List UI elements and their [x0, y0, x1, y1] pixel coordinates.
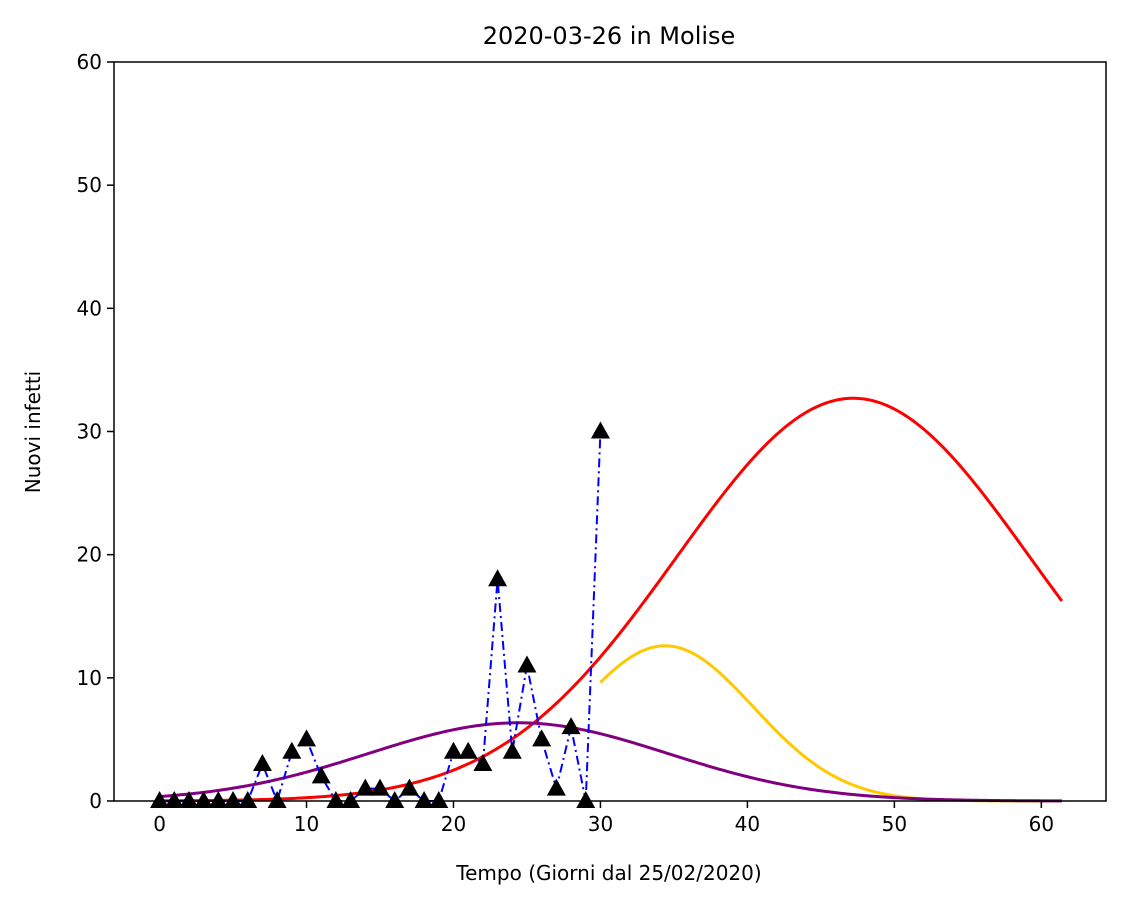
x-tick-label: 10 — [294, 812, 319, 836]
y-axis-label: Nuovi infetti — [21, 371, 45, 493]
x-tick-label: 50 — [882, 812, 907, 836]
observed-point — [326, 791, 346, 808]
observed-point — [532, 729, 552, 747]
observed-point — [355, 778, 375, 796]
observed-point — [414, 791, 434, 808]
observed-point — [502, 741, 522, 759]
observed-point — [311, 766, 331, 784]
observed-point — [590, 421, 610, 439]
observed-point — [282, 741, 302, 759]
observed-point — [208, 791, 228, 808]
observed-point — [517, 655, 537, 673]
observed-point — [443, 741, 463, 759]
x-axis: 0 10 20 30 40 50 60 — [153, 801, 1054, 836]
chart-title: 2020-03-26 in Molise — [483, 22, 736, 50]
observed-point — [238, 791, 258, 808]
x-tick-label: 30 — [588, 812, 613, 836]
plot-frame — [113, 61, 1107, 802]
y-tick-label: 20 — [77, 543, 102, 567]
observed-point — [164, 791, 184, 808]
y-tick-label: 30 — [77, 420, 102, 444]
x-tick-label: 0 — [153, 812, 166, 836]
observed-point — [370, 778, 390, 796]
observed-point — [561, 717, 581, 735]
model-curves — [159, 396, 1064, 803]
model-curve-3 — [159, 721, 1062, 803]
observed-point — [429, 791, 449, 808]
observed-point — [267, 791, 287, 808]
observed-point — [576, 791, 596, 808]
y-tick-label: 10 — [77, 666, 102, 690]
observed-point — [223, 791, 243, 808]
observed-point — [297, 729, 317, 747]
y-tick-label: 60 — [77, 50, 102, 74]
observed-point — [546, 778, 566, 796]
observed-point — [194, 791, 214, 808]
observed-point — [252, 754, 272, 772]
x-tick-label: 20 — [441, 812, 466, 836]
observed-series — [150, 421, 610, 808]
observed-point — [341, 791, 361, 808]
observed-point — [458, 741, 478, 759]
observed-point — [488, 569, 508, 587]
x-tick-label: 60 — [1029, 812, 1054, 836]
y-tick-label: 50 — [77, 173, 102, 197]
y-tick-label: 0 — [89, 789, 102, 813]
model-curve-1 — [159, 396, 1064, 803]
observed-point — [179, 791, 199, 808]
observed-point — [399, 778, 419, 796]
model-curve-2 — [599, 644, 1062, 803]
observed-point — [150, 791, 170, 808]
observed-point — [385, 791, 405, 808]
y-axis: 0 10 20 30 40 50 60 — [77, 50, 114, 813]
x-axis-label: Tempo (Giorni dal 25/02/2020) — [455, 861, 761, 885]
y-tick-label: 40 — [77, 296, 102, 320]
x-tick-label: 40 — [735, 812, 760, 836]
observed-point — [473, 754, 493, 772]
